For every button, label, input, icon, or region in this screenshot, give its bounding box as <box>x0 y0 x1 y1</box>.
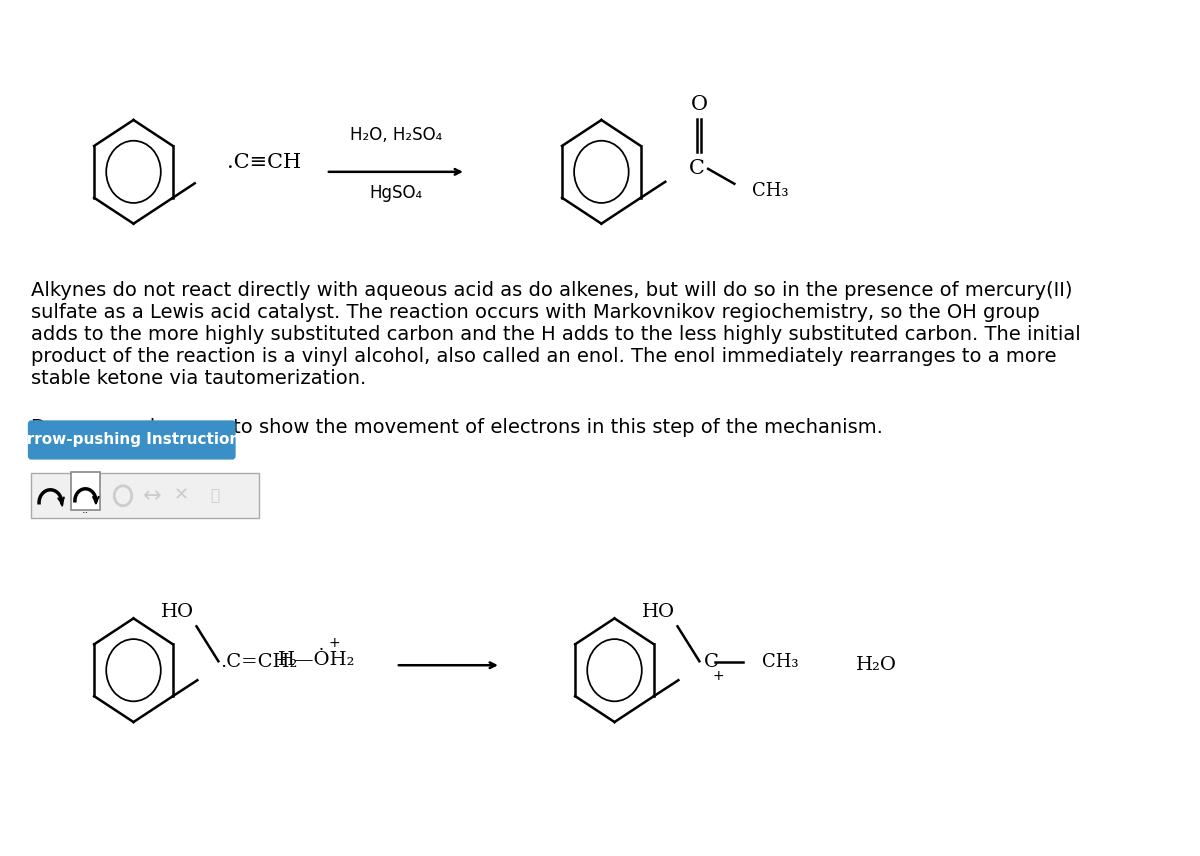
Text: O: O <box>690 94 708 114</box>
Text: .C≡CH: .C≡CH <box>227 153 301 172</box>
Text: Arrow-pushing Instructions: Arrow-pushing Instructions <box>14 432 248 448</box>
Text: C: C <box>703 653 719 671</box>
Text: HgSO₄: HgSO₄ <box>370 184 422 202</box>
Text: H₂O: H₂O <box>857 657 898 675</box>
Text: ↔: ↔ <box>143 485 161 506</box>
Text: .C=CH₂: .C=CH₂ <box>220 653 298 671</box>
Text: C: C <box>689 159 704 178</box>
Text: +: + <box>713 669 725 683</box>
Text: CH₃: CH₃ <box>762 653 799 671</box>
Text: ✕: ✕ <box>174 487 190 505</box>
Text: 🗑: 🗑 <box>210 488 220 503</box>
Bar <box>71 472 101 509</box>
Text: Alkynes do not react directly with aqueous acid as do alkenes, but will do so in: Alkynes do not react directly with aqueo… <box>31 282 1081 389</box>
FancyBboxPatch shape <box>29 421 235 459</box>
Text: ..: .. <box>82 505 89 514</box>
Text: H—ȮH₂: H—ȮH₂ <box>278 651 356 669</box>
Text: HO: HO <box>642 603 674 621</box>
Text: CH₃: CH₃ <box>752 181 788 199</box>
Text: H₂O, H₂SO₄: H₂O, H₂SO₄ <box>349 126 442 144</box>
Bar <box>31 473 258 518</box>
Text: HO: HO <box>161 603 194 621</box>
Text: +: + <box>329 636 341 651</box>
Text: Draw curved arrows to show the movement of electrons in this step of the mechani: Draw curved arrows to show the movement … <box>31 418 883 437</box>
